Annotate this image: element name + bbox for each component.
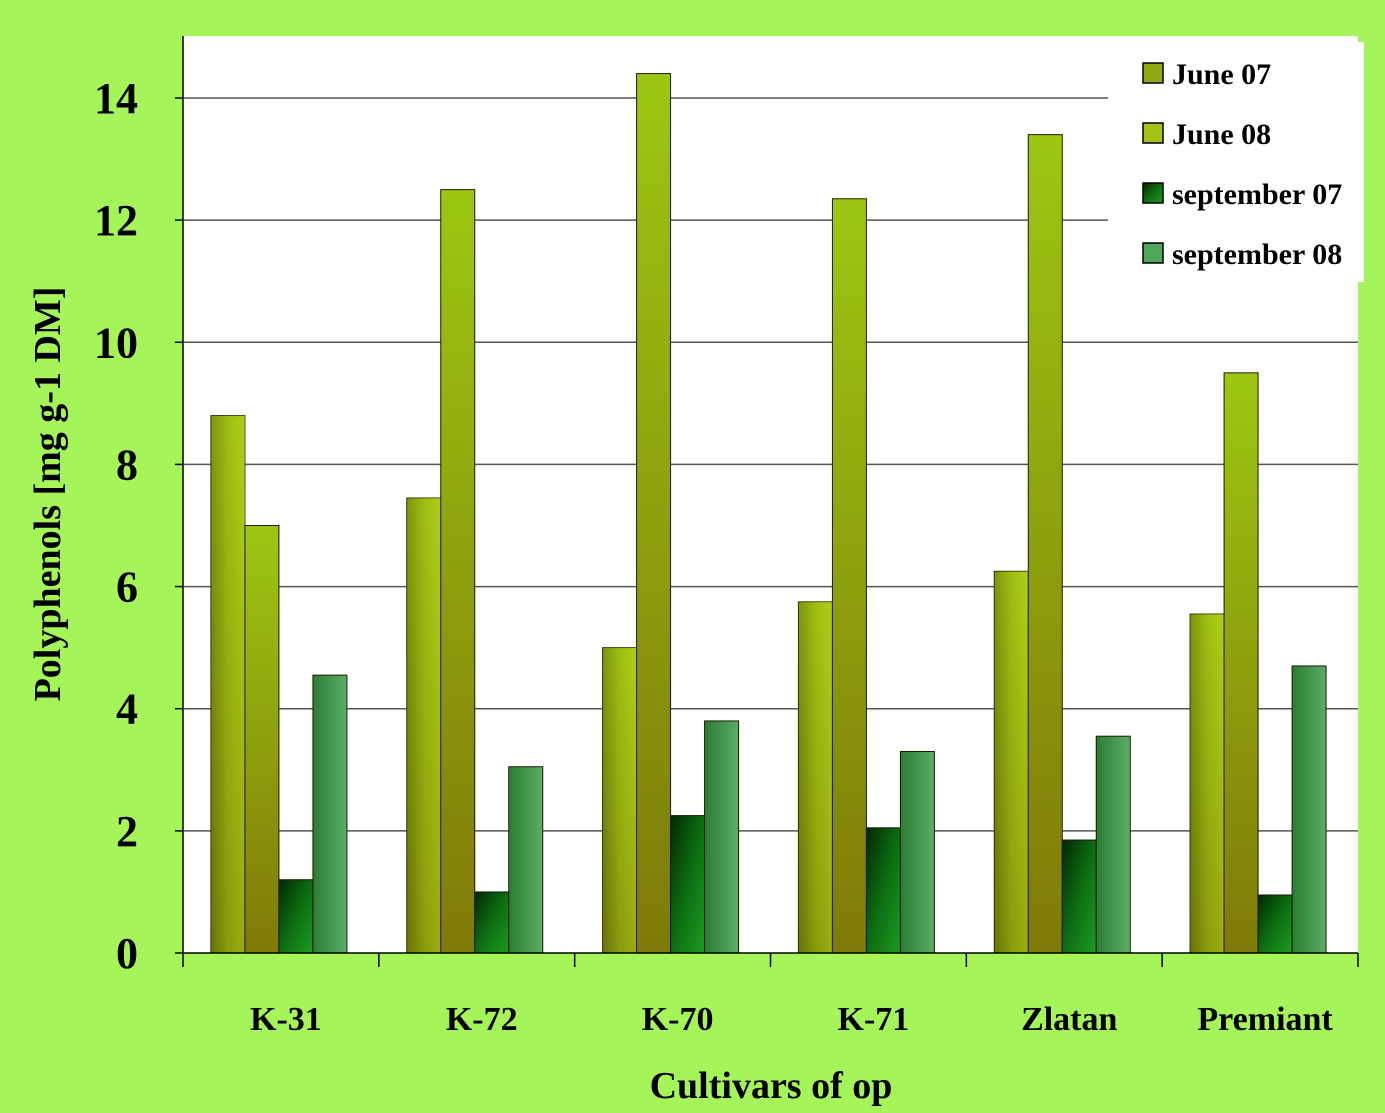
x-tick-label: K-72 bbox=[446, 1001, 518, 1038]
x-tick-label: K-71 bbox=[838, 1001, 910, 1038]
bar-june-08-k-70 bbox=[636, 73, 672, 954]
y-tick-label: 2 bbox=[116, 807, 138, 856]
legend-label: June 08 bbox=[1172, 118, 1271, 151]
bar-september-08-zlatan bbox=[1095, 735, 1131, 954]
bar-september-07-k-31 bbox=[278, 879, 314, 954]
bar-september-07-premiant bbox=[1257, 894, 1293, 954]
x-tick-label: Zlatan bbox=[1021, 1001, 1117, 1038]
bar-june-08-k-71 bbox=[831, 198, 867, 954]
legend-label: september 07 bbox=[1172, 178, 1342, 211]
legend-swatch bbox=[1142, 182, 1164, 204]
bar-june-08-k-72 bbox=[440, 189, 476, 954]
bar-september-07-k-71 bbox=[865, 827, 901, 954]
bar-june-08-k-31 bbox=[244, 525, 280, 954]
bar-shade bbox=[602, 647, 637, 953]
bar-september-08-premiant bbox=[1291, 665, 1327, 954]
bar-june-08-zlatan bbox=[1027, 134, 1063, 954]
legend-swatch bbox=[1142, 62, 1164, 84]
bar-shade bbox=[406, 498, 441, 953]
legend-label: september 08 bbox=[1172, 238, 1342, 271]
x-axis-title: Cultivars of op bbox=[650, 1065, 893, 1107]
y-tick-label: 0 bbox=[116, 929, 138, 978]
x-tick-label: K-70 bbox=[642, 1001, 714, 1038]
bar-shade bbox=[1190, 614, 1225, 953]
y-tick-label: 14 bbox=[94, 74, 138, 123]
bar-september-08-k-31 bbox=[312, 674, 348, 954]
bar-september-08-k-70 bbox=[704, 720, 740, 954]
bar-september-07-k-70 bbox=[670, 815, 706, 954]
bar-september-07-zlatan bbox=[1061, 839, 1097, 954]
legend: June 07 June 08 september 07 september 08 bbox=[1108, 42, 1364, 282]
legend-swatch bbox=[1142, 242, 1164, 264]
bar-shade bbox=[994, 571, 1029, 953]
y-tick-label: 8 bbox=[116, 440, 138, 489]
bar-june-08-premiant bbox=[1223, 372, 1259, 954]
y-axis-title: Polyphenols [mg g-1 DM] bbox=[27, 287, 69, 702]
x-tick-labels: K-31 K-72 K-70 K-71 Zlatan Premiant bbox=[250, 1001, 1333, 1038]
legend-label: June 07 bbox=[1172, 58, 1271, 91]
bar-shade bbox=[798, 601, 833, 953]
bar-september-08-k-72 bbox=[508, 766, 544, 954]
y-tick-label: 10 bbox=[94, 318, 138, 367]
axes bbox=[175, 36, 1359, 967]
y-tick-labels: 0 2 4 6 8 10 12 14 bbox=[94, 74, 138, 978]
bar-september-07-k-72 bbox=[474, 891, 510, 954]
legend-swatch bbox=[1142, 122, 1164, 144]
y-tick-label: 6 bbox=[116, 563, 138, 612]
bar-september-08-k-71 bbox=[899, 750, 935, 954]
bar-shade bbox=[210, 415, 245, 954]
y-tick-label: 4 bbox=[116, 685, 138, 734]
x-tick-label: K-31 bbox=[250, 1001, 322, 1038]
y-tick-label: 12 bbox=[94, 196, 138, 245]
x-tick-label: Premiant bbox=[1197, 1001, 1333, 1038]
